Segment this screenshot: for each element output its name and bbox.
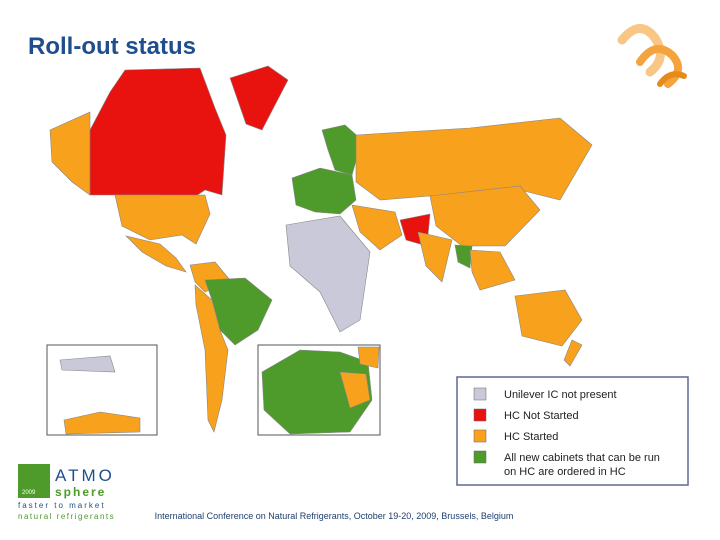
region-europe-detail — [339, 371, 371, 409]
region-middle-east — [351, 204, 403, 251]
swirl — [657, 71, 687, 87]
logo-name-top: ATMO — [55, 466, 115, 485]
region-india — [417, 231, 453, 283]
legend-frame — [456, 376, 689, 486]
region-europe — [291, 167, 357, 215]
region-europe-detail — [357, 346, 380, 369]
swirl — [617, 24, 665, 77]
logo-mark — [18, 464, 50, 498]
world-map — [49, 65, 593, 433]
logo-name-bottom: sphere — [55, 485, 106, 499]
region-caribbean — [63, 411, 141, 435]
legend-swatch — [473, 408, 487, 422]
region-mexico — [125, 235, 187, 273]
region-caribbean — [59, 355, 116, 373]
region-new-zealand — [563, 339, 583, 367]
inset-europe — [257, 344, 381, 436]
region-greenland — [229, 65, 289, 131]
legend-swatch — [473, 429, 487, 443]
region-usa — [114, 194, 211, 245]
legend-swatch — [473, 450, 487, 464]
region-chile-argentina — [194, 284, 229, 433]
region-thailand — [454, 244, 473, 269]
logo-tagline: faster to market — [18, 501, 106, 510]
inset-caribbean — [46, 344, 158, 436]
legend-label: HC Not Started — [504, 410, 579, 422]
legend-label: Unilever IC not present — [504, 389, 617, 401]
region-australia — [514, 289, 583, 347]
region-southeast-asia — [469, 249, 516, 291]
footer-text: International Conference on Natural Refr… — [155, 511, 514, 521]
legend-label: All new cabinets that can be run on HC ar… — [504, 452, 660, 478]
slide-title: Roll-out status — [28, 33, 196, 60]
region-africa — [285, 215, 371, 333]
legend-swatch — [473, 387, 487, 401]
region-china — [429, 185, 541, 247]
corner-logo — [617, 24, 687, 88]
legend: Unilever IC not present HC Not Started HC … — [456, 376, 689, 486]
region-alaska — [49, 111, 91, 196]
legend-label: HC Started — [504, 431, 558, 443]
logo-year: 2009 — [22, 490, 36, 496]
atmosphere-logo: 2009 ATMO sphere faster to market natura… — [18, 464, 115, 521]
logo-tagline: natural refrigerants — [18, 512, 115, 521]
region-europe-detail — [261, 349, 373, 435]
